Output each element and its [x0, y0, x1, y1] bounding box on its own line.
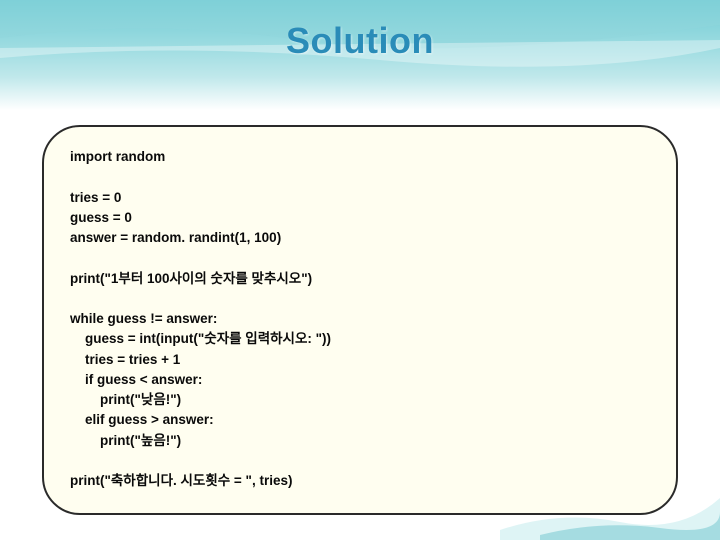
code-block: import random tries = 0 guess = 0 answer…	[70, 147, 650, 491]
code-line: tries = 0	[70, 190, 121, 205]
code-line: answer = random. randint(1, 100)	[70, 230, 281, 245]
code-line: print("낮음!")	[70, 392, 181, 407]
code-line: print("1부터 100사이의 숫자를 맞추시오")	[70, 271, 312, 286]
code-line: print("높음!")	[70, 433, 181, 448]
slide-title: Solution	[0, 20, 720, 62]
code-line: guess = int(input("숫자를 입력하시오: "))	[70, 331, 331, 346]
code-line: guess = 0	[70, 210, 132, 225]
code-line: while guess != answer:	[70, 311, 217, 326]
code-line: print("축하합니다. 시도횟수 = ", tries)	[70, 473, 292, 488]
code-line: if guess < answer:	[70, 372, 202, 387]
code-line: elif guess > answer:	[70, 412, 214, 427]
code-line: tries = tries + 1	[70, 352, 180, 367]
code-line: import random	[70, 149, 165, 164]
code-panel: import random tries = 0 guess = 0 answer…	[42, 125, 678, 515]
